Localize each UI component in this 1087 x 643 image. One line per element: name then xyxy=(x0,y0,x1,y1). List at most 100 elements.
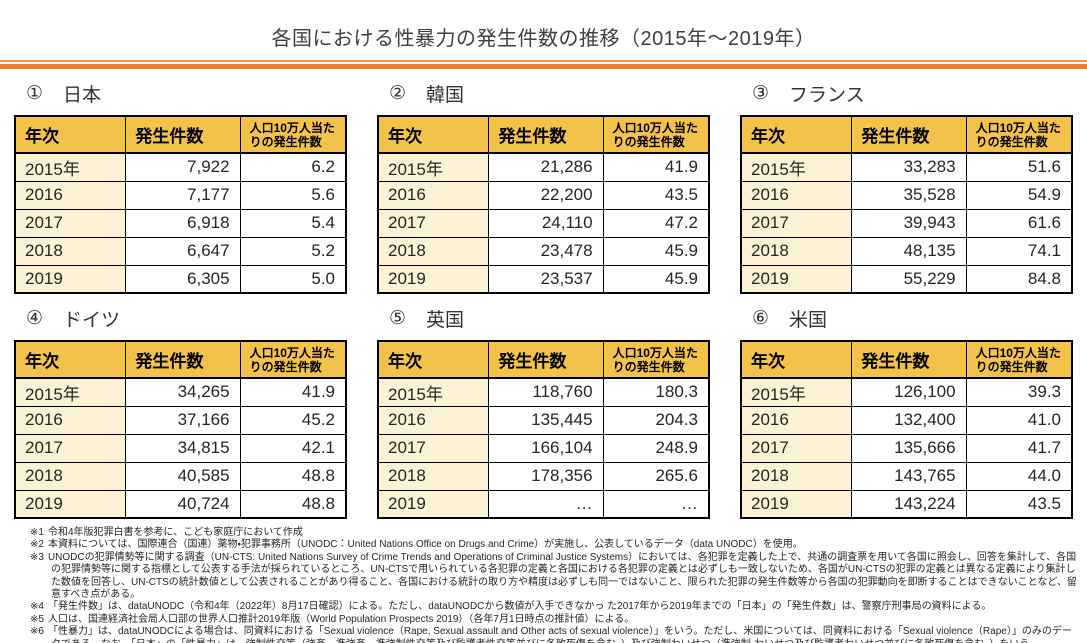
col-header-rate: 人口10万人当たりの発生件数 xyxy=(965,115,1073,154)
count-cell: 178,356 xyxy=(488,461,604,491)
count-cell: 37,166 xyxy=(125,405,241,435)
country-table: 年次 発生件数 人口10万人当たりの発生件数 2015年 34,265 41.9… xyxy=(14,340,347,519)
col-header-count: 発生件数 xyxy=(851,340,967,379)
footnote: ※1 令和4年版犯罪白書を参考に、こども家庭庁において作成 xyxy=(30,527,303,538)
table-row: 2016 35,528 54.9 xyxy=(740,180,1073,210)
count-cell: 40,724 xyxy=(125,489,241,519)
table-body: 2015年 33,283 51.6 2016 35,528 54.9 2017 … xyxy=(740,152,1073,294)
rate-cell: 42.1 xyxy=(239,433,347,463)
table-row: 2015年 7,922 6.2 xyxy=(14,152,347,182)
table-body: 2015年 126,100 39.3 2016 132,400 41.0 201… xyxy=(740,377,1073,519)
table-body: 2015年 118,760 180.3 2016 135,445 204.3 2… xyxy=(377,377,710,519)
year-cell: 2019 xyxy=(377,264,490,294)
year-cell: 2019 xyxy=(377,489,490,519)
table-row: 2016 132,400 41.0 xyxy=(740,405,1073,435)
footnote: ※5 人口は、国連経済社会局人口部の世界人口推計2019年版（World Popu… xyxy=(30,613,635,625)
country-name: 英国 xyxy=(426,310,465,331)
header-row: 年次 発生件数 人口10万人当たりの発生件数 xyxy=(377,340,710,379)
count-cell: 35,528 xyxy=(851,180,967,210)
year-cell: 2018 xyxy=(377,236,490,266)
year-cell: 2017 xyxy=(740,433,853,463)
table-row: 2019 143,224 43.5 xyxy=(740,489,1073,519)
footnotes: ※1 令和4年版犯罪白書を参考に、こども家庭庁において作成 ※2 本資料については、国… xyxy=(30,527,1079,643)
count-cell: 7,177 xyxy=(125,180,241,210)
country-table: 年次 発生件数 人口10万人当たりの発生件数 2015年 126,100 39.… xyxy=(740,340,1073,519)
year-cell: 2015年 xyxy=(377,152,490,182)
country-heading: ② 韓国 xyxy=(389,80,710,107)
page-title: 各国における性暴力の発生件数の推移（2015年～2019年） xyxy=(271,28,816,50)
country-table: 年次 発生件数 人口10万人当たりの発生件数 2015年 7,922 6.2 2… xyxy=(14,115,347,294)
rate-cell: 84.8 xyxy=(965,264,1073,294)
count-cell: 132,400 xyxy=(851,405,967,435)
year-cell: 2016 xyxy=(14,405,127,435)
section-number: ⑤ xyxy=(389,308,407,329)
table-row: 2019 6,305 5.0 xyxy=(14,264,347,294)
divider-thick-line xyxy=(0,64,1087,69)
year-cell: 2017 xyxy=(14,208,127,238)
rate-cell: 45.9 xyxy=(602,264,710,294)
country-section: ⑥ 米国 年次 発生件数 人口10万人当たりの発生件数 2015年 126,10… xyxy=(740,298,1073,519)
count-cell: 135,666 xyxy=(851,433,967,463)
table-body: 2015年 34,265 41.9 2016 37,166 45.2 2017 … xyxy=(14,377,347,519)
rate-cell: 41.0 xyxy=(965,405,1073,435)
divider-gap xyxy=(0,62,1087,64)
year-cell: 2017 xyxy=(14,433,127,463)
col-header-rate: 人口10万人当たりの発生件数 xyxy=(965,340,1073,379)
col-header-count: 発生件数 xyxy=(851,115,967,154)
country-section: ① 日本 年次 発生件数 人口10万人当たりの発生件数 2015年 7,922 … xyxy=(14,73,347,294)
col-header-year: 年次 xyxy=(740,340,853,379)
table-row: 2019 … … xyxy=(377,489,710,519)
country-section: ② 韓国 年次 発生件数 人口10万人当たりの発生件数 2015年 21,286… xyxy=(377,73,710,294)
col-header-count: 発生件数 xyxy=(488,115,604,154)
footnote-mark: ※2 xyxy=(30,539,44,551)
rate-cell: 43.5 xyxy=(965,489,1073,519)
col-header-rate: 人口10万人当たりの発生件数 xyxy=(602,340,710,379)
col-header-count: 発生件数 xyxy=(125,115,241,154)
count-cell: 6,918 xyxy=(125,208,241,238)
country-heading: ⑤ 英国 xyxy=(389,305,710,332)
table-row: 2015年 34,265 41.9 xyxy=(14,377,347,407)
year-cell: 2016 xyxy=(14,180,127,210)
country-section: ④ ドイツ 年次 発生件数 人口10万人当たりの発生件数 2015年 34,26… xyxy=(14,298,347,519)
col-header-rate: 人口10万人当たりの発生件数 xyxy=(239,115,347,154)
country-name: フランス xyxy=(789,85,865,106)
year-cell: 2017 xyxy=(377,208,490,238)
count-cell: 34,265 xyxy=(125,377,241,407)
rate-cell: 48.8 xyxy=(239,461,347,491)
rate-cell: 41.7 xyxy=(965,433,1073,463)
country-name: 日本 xyxy=(63,85,102,106)
rate-cell: 5.4 xyxy=(239,208,347,238)
count-cell: 143,765 xyxy=(851,461,967,491)
count-cell: 166,104 xyxy=(488,433,604,463)
col-header-rate: 人口10万人当たりの発生件数 xyxy=(602,115,710,154)
col-header-year: 年次 xyxy=(377,115,490,154)
count-cell: 6,647 xyxy=(125,236,241,266)
year-cell: 2018 xyxy=(740,461,853,491)
year-cell: 2018 xyxy=(740,236,853,266)
country-table: 年次 発生件数 人口10万人当たりの発生件数 2015年 118,760 180… xyxy=(377,340,710,519)
divider-thin-line xyxy=(0,60,1087,62)
col-header-count: 発生件数 xyxy=(125,340,241,379)
table-body: 2015年 7,922 6.2 2016 7,177 5.6 2017 6,91… xyxy=(14,152,347,294)
footnote: ※6 「性暴力」は、dataUNODCによる場合は、同資料における「Sexual … xyxy=(30,626,1072,643)
country-section: ⑤ 英国 年次 発生件数 人口10万人当たりの発生件数 2015年 118,76… xyxy=(377,298,710,519)
table-row: 2017 135,666 41.7 xyxy=(740,433,1073,463)
count-cell: 135,445 xyxy=(488,405,604,435)
country-table: 年次 発生件数 人口10万人当たりの発生件数 2015年 33,283 51.6… xyxy=(740,115,1073,294)
year-cell: 2016 xyxy=(377,180,490,210)
footnote-mark: ※6 xyxy=(30,626,44,638)
table-row: 2016 7,177 5.6 xyxy=(14,180,347,210)
country-name: 韓国 xyxy=(426,85,465,106)
count-cell: 22,200 xyxy=(488,180,604,210)
table-row: 2017 166,104 248.9 xyxy=(377,433,710,463)
year-cell: 2019 xyxy=(14,264,127,294)
col-header-count: 発生件数 xyxy=(488,340,604,379)
section-number: ② xyxy=(389,83,407,104)
rate-cell: 180.3 xyxy=(602,377,710,407)
count-cell: 23,478 xyxy=(488,236,604,266)
table-row: 2016 37,166 45.2 xyxy=(14,405,347,435)
col-header-year: 年次 xyxy=(14,115,127,154)
rate-cell: 265.6 xyxy=(602,461,710,491)
table-row: 2018 6,647 5.2 xyxy=(14,236,347,266)
